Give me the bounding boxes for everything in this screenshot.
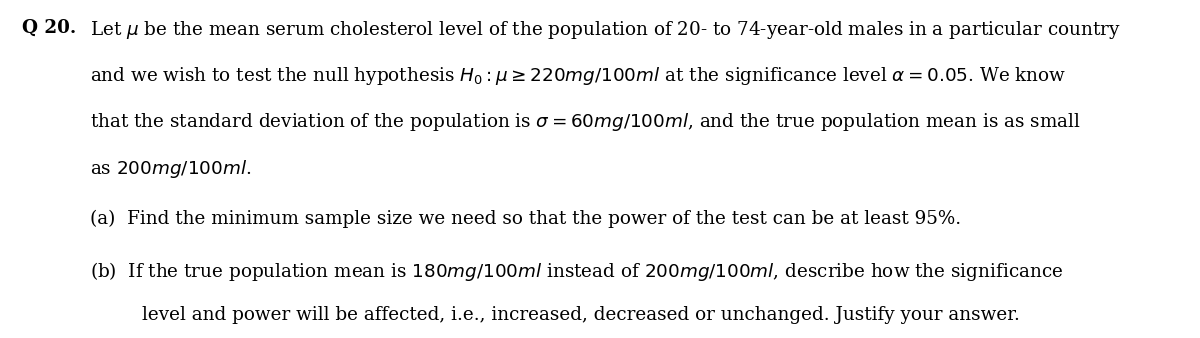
Text: Let $\mu$ be the mean serum cholesterol level of the population of 20- to 74-yea: Let $\mu$ be the mean serum cholesterol …: [90, 19, 1121, 41]
Text: (b)  If the true population mean is $180mg/100ml$ instead of $200mg/100ml$, desc: (b) If the true population mean is $180m…: [90, 260, 1063, 283]
Text: level and power will be affected, i.e., increased, decreased or unchanged. Justi: level and power will be affected, i.e., …: [142, 306, 1020, 324]
Text: and we wish to test the null hypothesis $H_0 : \mu \geq 220mg/100ml$ at the sign: and we wish to test the null hypothesis …: [90, 65, 1067, 87]
Text: that the standard deviation of the population is $\sigma = 60mg/100ml$, and the : that the standard deviation of the popul…: [90, 111, 1081, 133]
Text: as $200mg/100ml$.: as $200mg/100ml$.: [90, 158, 251, 179]
Text: (a)  Find the minimum sample size we need so that the power of the test can be a: (a) Find the minimum sample size we need…: [90, 210, 961, 228]
Text: Q 20.: Q 20.: [22, 19, 76, 37]
